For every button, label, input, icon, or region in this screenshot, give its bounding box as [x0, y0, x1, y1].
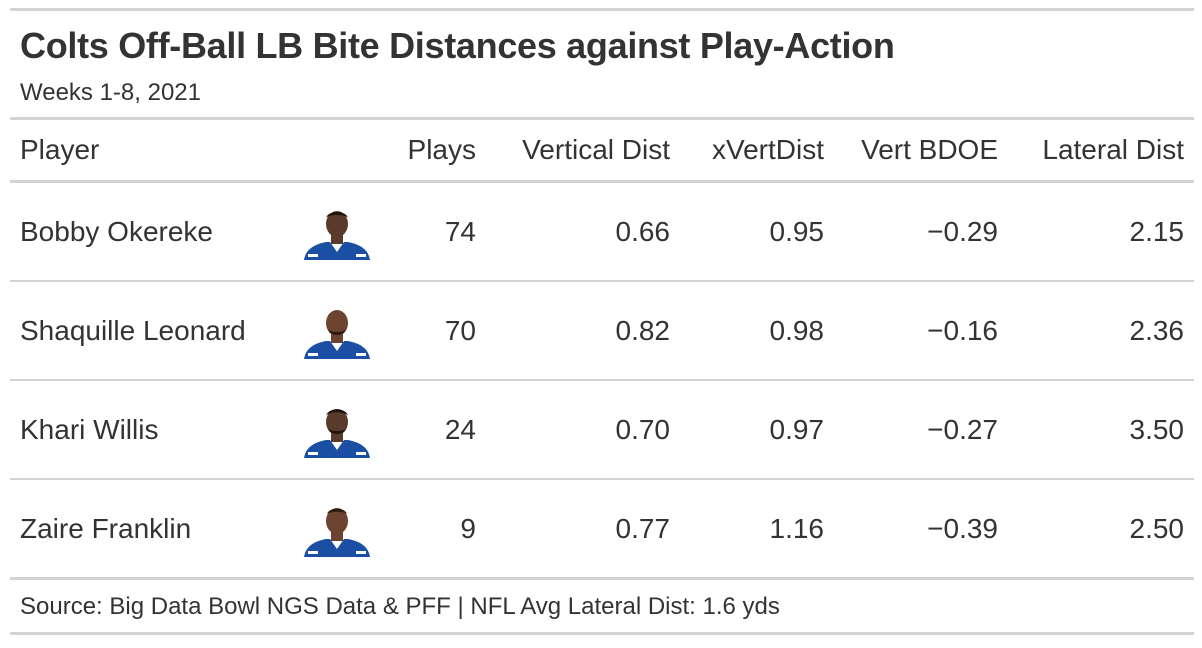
table-row: Khari Willis 24 0.70 0.97 — [10, 380, 1194, 480]
cell-vertical-dist: 0.66 — [486, 181, 680, 282]
table-row: Zaire Franklin 9 0.77 1.16 −0.39 — [10, 479, 1194, 580]
cell-vert-bdoe: −0.16 — [834, 281, 1008, 381]
title-block: Colts Off-Ball LB Bite Distances against… — [10, 11, 1194, 117]
cell-plays: 70 — [390, 281, 486, 381]
table-title: Colts Off-Ball LB Bite Distances against… — [20, 25, 895, 66]
player-headshot-icon — [304, 210, 370, 260]
col-header-vert-bdoe: Vert BDOE — [834, 120, 1008, 183]
cell-headshot — [284, 281, 390, 381]
cell-headshot — [284, 479, 390, 580]
col-header-xvertdist: xVertDist — [680, 120, 834, 183]
header-row: Player Plays Vertical Dist xVertDist Ver… — [10, 120, 1194, 183]
cell-headshot — [284, 380, 390, 480]
table-row: Bobby Okereke 74 0.66 0.95 −0.29 — [10, 181, 1194, 282]
player-headshot-icon — [304, 507, 370, 557]
cell-vert-bdoe: −0.39 — [834, 479, 1008, 580]
cell-plays: 24 — [390, 380, 486, 480]
cell-xvertdist: 1.16 — [680, 479, 834, 580]
col-header-lateral-dist: Lateral Dist — [1008, 120, 1194, 183]
top-rule — [10, 8, 1194, 11]
player-headshot-icon — [304, 309, 370, 359]
cell-player: Khari Willis — [10, 380, 284, 480]
cell-vert-bdoe: −0.27 — [834, 380, 1008, 480]
source-note: Source: Big Data Bowl NGS Data & PFF | N… — [20, 593, 780, 620]
cell-vert-bdoe: −0.29 — [834, 181, 1008, 282]
cell-vertical-dist: 0.70 — [486, 380, 680, 480]
cell-headshot — [284, 181, 390, 282]
col-header-headshot — [284, 120, 390, 183]
cell-lateral-dist: 3.50 — [1008, 380, 1194, 480]
cell-lateral-dist: 2.50 — [1008, 479, 1194, 580]
header-rule — [10, 117, 1194, 120]
table-row: Shaquille Leonard 70 0.82 0.98 −0.16 — [10, 281, 1194, 381]
cell-vertical-dist: 0.82 — [486, 281, 680, 381]
col-header-plays: Plays — [390, 120, 486, 183]
cell-lateral-dist: 2.15 — [1008, 181, 1194, 282]
table-subtitle: Weeks 1-8, 2021 — [20, 79, 201, 106]
cell-player: Bobby Okereke — [10, 181, 284, 282]
bottom-rule — [10, 632, 1194, 635]
col-header-vertical-dist: Vertical Dist — [486, 120, 680, 183]
player-headshot-icon — [304, 408, 370, 458]
cell-xvertdist: 0.97 — [680, 380, 834, 480]
cell-vertical-dist: 0.77 — [486, 479, 680, 580]
cell-player: Shaquille Leonard — [10, 281, 284, 381]
cell-xvertdist: 0.98 — [680, 281, 834, 381]
stats-table: Player Plays Vertical Dist xVertDist Ver… — [10, 120, 1194, 580]
cell-xvertdist: 0.95 — [680, 181, 834, 282]
col-header-player: Player — [10, 120, 284, 183]
cell-plays: 74 — [390, 181, 486, 282]
cell-plays: 9 — [390, 479, 486, 580]
stats-table-container: Colts Off-Ball LB Bite Distances against… — [10, 8, 1194, 635]
cell-player: Zaire Franklin — [10, 479, 284, 580]
cell-lateral-dist: 2.36 — [1008, 281, 1194, 381]
